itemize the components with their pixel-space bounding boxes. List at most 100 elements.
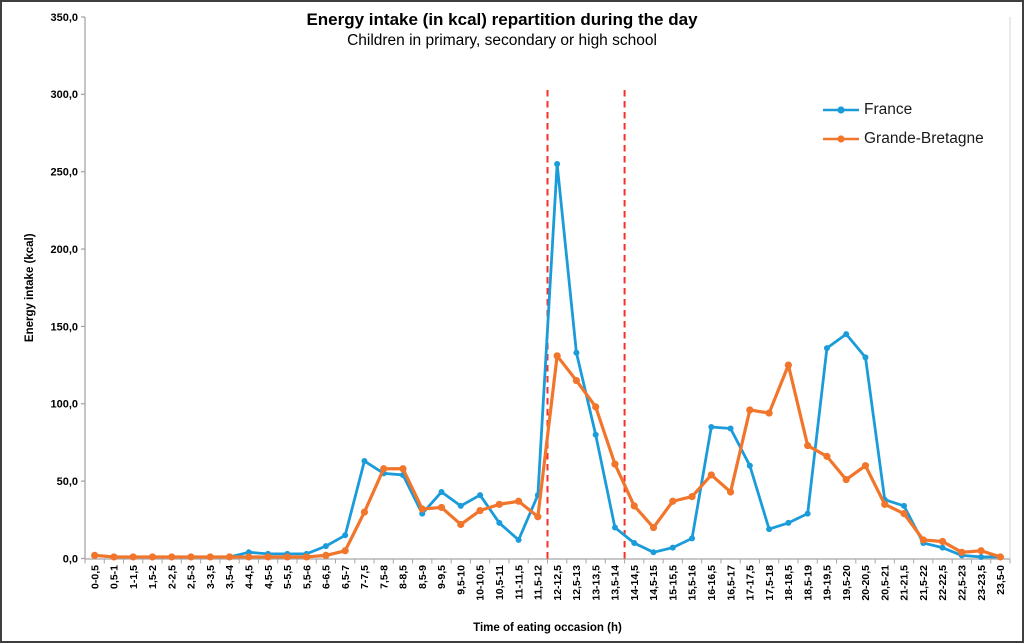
- series-point-grande-bretagne: [534, 513, 542, 521]
- x-tick-label: 17,5-18: [764, 565, 776, 601]
- series-point-grande-bretagne: [225, 553, 234, 561]
- x-tick-label: 14,5-15: [648, 565, 660, 601]
- y-tick-label: 150,0: [50, 321, 78, 333]
- series-point-france: [669, 544, 676, 551]
- series-point-france: [708, 423, 715, 430]
- series-point-grande-bretagne: [938, 537, 947, 546]
- series-point-grande-bretagne: [823, 452, 831, 460]
- series-point-grande-bretagne: [881, 500, 889, 508]
- series-point-grande-bretagne: [91, 551, 99, 560]
- x-tick-label: 0-0,5: [89, 565, 101, 589]
- series-point-grande-bretagne: [746, 406, 754, 414]
- x-tick-label: 5-5,5: [282, 565, 294, 589]
- y-tick-label: 350,0: [50, 12, 78, 24]
- series-point-france: [496, 519, 503, 526]
- series-point-grande-bretagne: [380, 465, 388, 473]
- series-point-france: [515, 536, 522, 543]
- series-point-grande-bretagne: [649, 523, 658, 532]
- series-point-grande-bretagne: [784, 361, 792, 369]
- series-point-france: [862, 354, 869, 361]
- series-point-grande-bretagne: [514, 497, 523, 505]
- legend: France Grande-Bretagne: [821, 95, 984, 153]
- x-tick-label: 9-9,5: [436, 565, 448, 589]
- series-point-grande-bretagne: [804, 441, 812, 450]
- x-tick-label: 8,5-9: [417, 565, 429, 589]
- series-point-grande-bretagne: [476, 506, 484, 515]
- x-axis-title: Time of eating occasion (h): [473, 622, 622, 634]
- series-point-grande-bretagne: [958, 548, 966, 556]
- series-point-grande-bretagne: [283, 553, 291, 561]
- series-point-france: [322, 543, 329, 550]
- series-point-grande-bretagne: [129, 553, 137, 561]
- x-tick-label: 20-20,5: [860, 565, 872, 601]
- x-tick-label: 5,5-6: [301, 565, 313, 589]
- y-tick-label: 300,0: [50, 89, 78, 101]
- x-tick-label: 1-1,5: [128, 565, 140, 589]
- series-point-grande-bretagne: [206, 553, 214, 561]
- x-tick-label: 18-18,5: [783, 565, 795, 601]
- series-point-grande-bretagne: [707, 471, 715, 479]
- series-point-france: [361, 458, 368, 465]
- series-point-france: [727, 425, 734, 432]
- x-tick-label: 10,5-11: [494, 565, 506, 600]
- x-tick-label: 6-6,5: [321, 565, 333, 589]
- chart-title: Energy intake (in kcal) repartition duri…: [306, 10, 698, 29]
- series-point-france: [978, 553, 985, 560]
- series-point-france: [592, 431, 599, 438]
- series-point-france: [843, 331, 850, 338]
- x-tick-label: 9,5-10: [455, 565, 467, 595]
- y-tick-label: 50,0: [57, 476, 78, 488]
- series-point-grande-bretagne: [187, 553, 195, 561]
- series-point-grande-bretagne: [245, 553, 253, 561]
- series-point-france: [785, 519, 792, 526]
- series-point-france: [689, 535, 696, 542]
- series-point-france: [939, 544, 946, 551]
- series-point-grande-bretagne: [360, 508, 369, 516]
- series-point-grande-bretagne: [900, 510, 908, 518]
- x-tick-label: 14-14,5: [629, 565, 641, 601]
- x-tick-label: 4,5-5: [263, 565, 275, 589]
- series-point-france: [611, 524, 618, 531]
- series-point-grande-bretagne: [322, 551, 330, 560]
- legend-marker-france: [823, 105, 859, 114]
- series-point-france: [438, 488, 445, 495]
- series-point-grande-bretagne: [996, 553, 1004, 561]
- y-tick-label: 0,0: [63, 553, 78, 565]
- series-point-grande-bretagne: [726, 488, 735, 496]
- x-tick-label: 13,5-14: [610, 565, 622, 601]
- series-point-grande-bretagne: [264, 553, 272, 561]
- y-tick-label: 250,0: [50, 167, 78, 179]
- series-point-grande-bretagne: [495, 500, 503, 508]
- series-point-france: [457, 502, 464, 509]
- x-tick-label: 16-16,5: [706, 565, 718, 601]
- legend-label-grande-bretagne: Grande-Bretagne: [864, 129, 984, 147]
- series-point-france: [804, 510, 811, 517]
- x-tick-label: 23,5-0: [995, 565, 1007, 595]
- series-point-france: [477, 492, 484, 499]
- legend-marker-grande-bretagne: [823, 134, 859, 143]
- x-tick-label: 18,5-19: [802, 565, 814, 601]
- y-tick-label: 200,0: [50, 244, 78, 256]
- series-point-grande-bretagne: [457, 520, 465, 529]
- series-point-grande-bretagne: [553, 352, 561, 360]
- x-tick-label: 12-12,5: [552, 565, 564, 601]
- y-axis-title: Energy intake (kcal): [24, 233, 36, 342]
- legend-label-france: France: [864, 100, 913, 118]
- x-tick-label: 20,5-21: [879, 565, 891, 601]
- x-tick-label: 19-19,5: [822, 565, 834, 601]
- x-tick-label: 13-13,5: [590, 565, 602, 601]
- series-point-france: [766, 526, 773, 533]
- series-point-grande-bretagne: [765, 409, 773, 417]
- series-point-grande-bretagne: [592, 403, 600, 411]
- series-point-france: [573, 349, 580, 356]
- series-point-grande-bretagne: [303, 553, 311, 561]
- series-point-grande-bretagne: [842, 475, 850, 484]
- series-point-grande-bretagne: [437, 503, 446, 512]
- series-point-grande-bretagne: [341, 547, 349, 555]
- chart-subtitle: Children in primary, secondary or high s…: [347, 32, 657, 49]
- legend-item-france: France: [821, 95, 984, 124]
- series-point-grande-bretagne: [572, 376, 581, 385]
- series-point-france: [901, 502, 908, 509]
